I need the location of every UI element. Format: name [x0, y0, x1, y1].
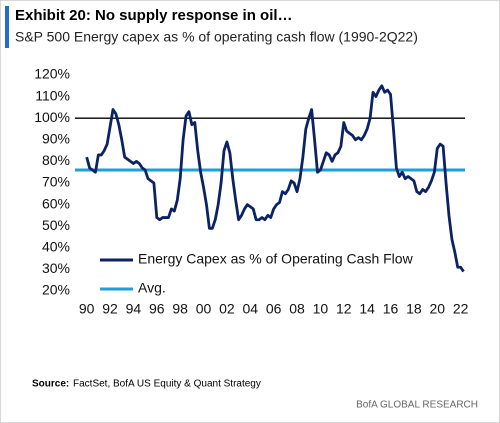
x-tick-label: 20	[429, 301, 445, 317]
x-tick-label: 06	[266, 301, 282, 317]
y-tick-label: 50%	[42, 217, 70, 233]
accent-bar	[5, 6, 9, 48]
credit: BofA GLOBAL RESEARCH	[356, 400, 478, 411]
x-tick-label: 10	[313, 301, 329, 317]
x-tick-label: 22	[453, 301, 469, 317]
y-tick-label: 90%	[42, 131, 70, 147]
x-tick-label: 04	[243, 301, 259, 317]
x-tick-label: 18	[406, 301, 422, 317]
y-tick-label: 120%	[34, 66, 70, 82]
y-tick-label: 30%	[42, 260, 70, 276]
y-tick-label: 100%	[34, 109, 70, 125]
x-tick-label: 90	[79, 301, 95, 317]
chart-title: Exhibit 20: No supply response in oil…	[15, 7, 293, 24]
source-label: Source:	[32, 379, 69, 390]
y-tick-label: 20%	[42, 282, 70, 298]
chart-subtitle: S&P 500 Energy capex as % of operating c…	[15, 29, 418, 45]
x-tick-label: 12	[336, 301, 352, 317]
y-tick-label: 110%	[35, 87, 70, 103]
x-tick-label: 92	[102, 301, 118, 317]
source: FactSet, BofA US Equity & Quant Strategy	[73, 379, 261, 390]
x-tick-label: 02	[219, 301, 235, 317]
x-tick-label: 14	[359, 301, 375, 317]
x-tick-label: 96	[149, 301, 165, 317]
series-line	[85, 84, 465, 273]
y-tick-label: 40%	[42, 239, 70, 255]
x-tick-label: 16	[383, 301, 399, 317]
y-tick-label: 80%	[42, 152, 70, 168]
x-tick-label: 08	[289, 301, 305, 317]
x-tick-label: 00	[196, 301, 212, 317]
legend-label: Avg.	[138, 280, 166, 296]
x-tick-label: 98	[172, 301, 188, 317]
x-tick-label: 94	[126, 301, 142, 317]
y-tick-label: 70%	[42, 174, 70, 190]
y-tick-label: 60%	[42, 195, 70, 211]
legend-label: Energy Capex as % of Operating Cash Flow	[138, 251, 414, 267]
